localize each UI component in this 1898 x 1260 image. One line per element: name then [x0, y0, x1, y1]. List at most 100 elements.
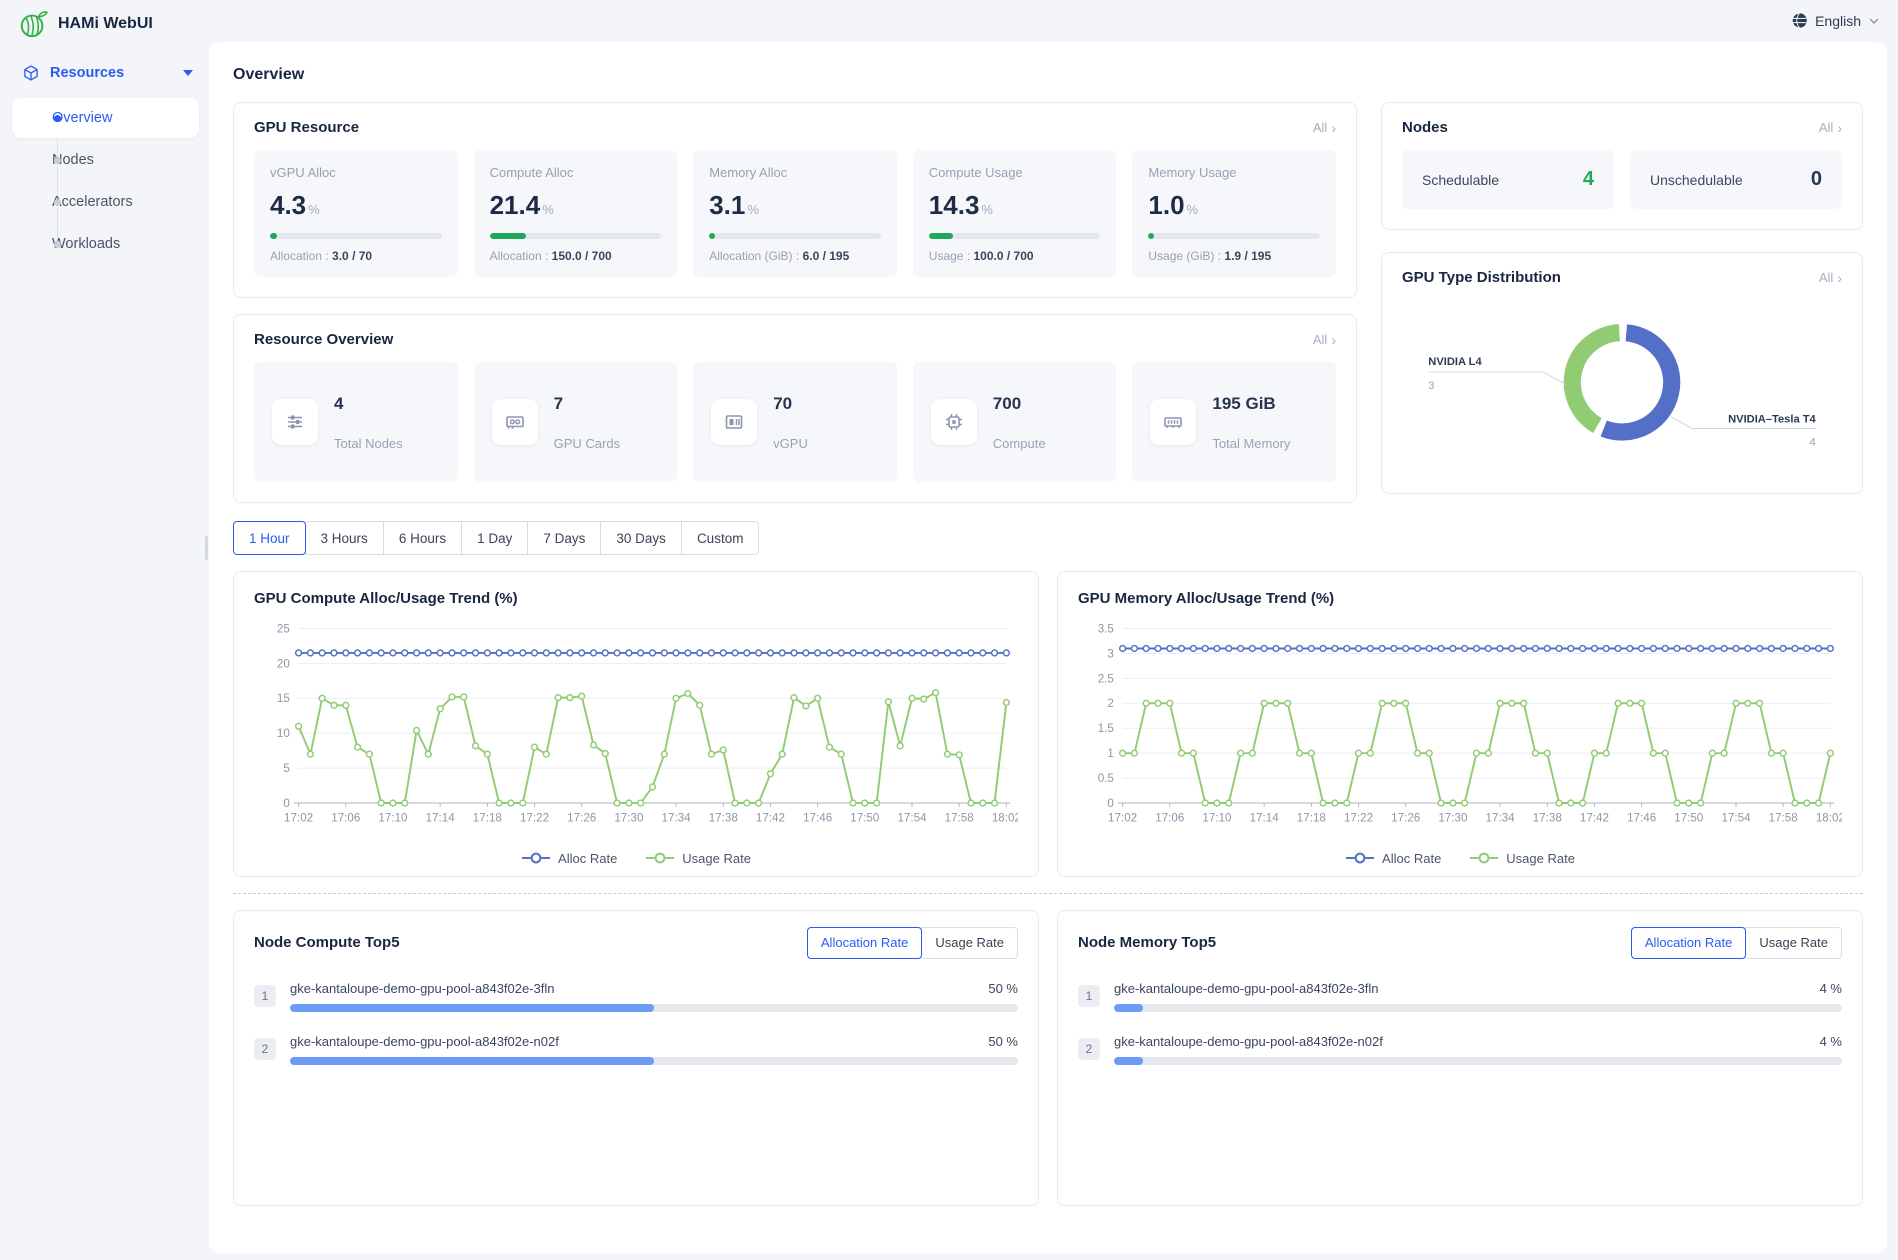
- legend-item-alloc-rate[interactable]: Alloc Rate: [1345, 851, 1441, 866]
- sidebar-item-workloads[interactable]: Workloads: [12, 224, 199, 264]
- node-status-value: 4: [1583, 168, 1594, 191]
- gpu-metric-detail: Allocation : 3.0 / 70: [270, 249, 442, 263]
- gpu-metric-label: Memory Alloc: [709, 165, 881, 180]
- gpu-metric-progress-track: [709, 233, 881, 239]
- nodes-icon: [272, 399, 318, 445]
- resource-overview-all-link[interactable]: All›: [1313, 332, 1336, 347]
- node-status-value: 0: [1811, 168, 1822, 191]
- legend-marker-icon: [1469, 852, 1499, 864]
- gpu-metric-progress-track: [1148, 233, 1320, 239]
- main-panel: Overview GPU Resource All› vGPU Alloc4.3…: [209, 42, 1887, 1253]
- overview-stat-tile: 70vGPU: [693, 362, 897, 482]
- time-tab-30-days[interactable]: 30 Days: [600, 521, 682, 555]
- sidebar-item-nodes[interactable]: Nodes: [12, 140, 199, 180]
- section-divider: [233, 893, 1863, 894]
- svg-text:17:34: 17:34: [662, 811, 692, 824]
- svg-text:17:38: 17:38: [1533, 811, 1562, 824]
- svg-text:17:18: 17:18: [1297, 811, 1326, 824]
- legend-label: Alloc Rate: [558, 851, 617, 866]
- memory-trend-title: GPU Memory Alloc/Usage Trend (%): [1078, 590, 1842, 607]
- gpu-metric-progress-track: [270, 233, 442, 239]
- memory-trend-card: GPU Memory Alloc/Usage Trend (%) 00.511.…: [1057, 571, 1863, 877]
- time-tab-custom[interactable]: Custom: [681, 521, 760, 555]
- legend-marker-icon: [645, 852, 675, 864]
- toggle-allocation-rate[interactable]: Allocation Rate: [1631, 927, 1746, 959]
- gpu-metric-unit: %: [1187, 202, 1199, 217]
- rank-badge: 2: [1078, 1038, 1100, 1060]
- svg-text:NVIDIA L4: NVIDIA L4: [1428, 356, 1482, 368]
- svg-text:17:54: 17:54: [1721, 811, 1751, 824]
- sidebar-item-label: Overview: [52, 110, 112, 126]
- globe-icon: [1791, 12, 1808, 29]
- memory-icon: [1150, 399, 1196, 445]
- gpu-resource-all-link[interactable]: All›: [1313, 120, 1336, 135]
- resource-overview-card: Resource Overview All› 4Total Nodes7GPU …: [233, 314, 1357, 503]
- legend-item-usage-rate[interactable]: Usage Rate: [1469, 851, 1575, 866]
- gpu-metric-unit: %: [542, 202, 554, 217]
- gpu-metric-label: Memory Usage: [1148, 165, 1320, 180]
- memory-trend-chart: 00.511.522.533.517:0217:0617:1017:1417:1…: [1078, 613, 1842, 844]
- sidebar-item-accelerators[interactable]: Accelerators: [12, 182, 199, 222]
- sidebar-item-overview[interactable]: Overview: [12, 98, 199, 138]
- node-status-label: Unschedulable: [1650, 172, 1743, 188]
- overview-stat-tile: 700Compute: [913, 362, 1117, 482]
- nodes-all-link[interactable]: All›: [1819, 120, 1842, 135]
- svg-text:17:42: 17:42: [1580, 811, 1609, 824]
- gpu-metric-label: Compute Alloc: [490, 165, 662, 180]
- toggle-usage-rate[interactable]: Usage Rate: [1745, 927, 1842, 959]
- legend-item-alloc-rate[interactable]: Alloc Rate: [521, 851, 617, 866]
- overview-stat-tile: 7GPU Cards: [474, 362, 678, 482]
- gpu-metric-detail: Usage (GiB) : 1.9 / 195: [1148, 249, 1320, 263]
- language-switcher[interactable]: English: [1791, 12, 1880, 29]
- gpu-card-icon: [492, 399, 538, 445]
- svg-text:17:14: 17:14: [426, 811, 456, 824]
- node-progress-track: [290, 1057, 1018, 1065]
- gpu-resource-card: GPU Resource All› vGPU Alloc4.3%Allocati…: [233, 102, 1357, 298]
- toggle-allocation-rate[interactable]: Allocation Rate: [807, 927, 922, 959]
- time-tab-6-hours[interactable]: 6 Hours: [383, 521, 462, 555]
- time-tab-3-hours[interactable]: 3 Hours: [305, 521, 384, 555]
- gpu-metric-progress-fill: [1148, 233, 1153, 239]
- gpu-metric-value: 21.4%: [490, 190, 662, 221]
- node-progress-track: [1114, 1004, 1842, 1012]
- svg-text:17:22: 17:22: [1344, 811, 1373, 824]
- gpu-metric-progress-fill: [490, 233, 527, 239]
- app-title: HAMi WebUI: [58, 15, 153, 33]
- svg-text:3: 3: [1107, 647, 1113, 660]
- node-percent: 50 %: [988, 981, 1018, 996]
- rank-badge: 1: [1078, 985, 1100, 1007]
- svg-text:17:30: 17:30: [614, 811, 644, 824]
- nodes-title: Nodes: [1402, 119, 1448, 136]
- svg-text:20: 20: [277, 657, 290, 670]
- node-memory-top5-title: Node Memory Top5: [1078, 934, 1216, 951]
- vgpu-icon: [711, 399, 757, 445]
- nodes-card: Nodes All› Schedulable4Unschedulable0: [1381, 102, 1863, 230]
- gpu-metric-tile: vGPU Alloc4.3%Allocation : 3.0 / 70: [254, 150, 458, 277]
- gpu-metric-value: 1.0%: [1148, 190, 1320, 221]
- rank-badge: 2: [254, 1038, 276, 1060]
- svg-text:17:26: 17:26: [567, 811, 596, 824]
- gpu-type-distribution-card: GPU Type Distribution All› NVIDIA L43NVI…: [1381, 252, 1863, 494]
- node-name: gke-kantaloupe-demo-gpu-pool-a843f02e-3f…: [1114, 981, 1379, 996]
- rank-badge: 1: [254, 985, 276, 1007]
- time-tab-7-days[interactable]: 7 Days: [527, 521, 601, 555]
- compute-trend-chart: 051015202517:0217:0617:1017:1417:1817:22…: [254, 613, 1018, 844]
- gpu-type-all-link[interactable]: All›: [1819, 270, 1842, 285]
- gpu-type-distribution-title: GPU Type Distribution: [1402, 269, 1561, 286]
- overview-stat-tile: 195 GiBTotal Memory: [1132, 362, 1336, 482]
- sidebar-resize-handle[interactable]: [205, 536, 208, 560]
- toggle-usage-rate[interactable]: Usage Rate: [921, 927, 1018, 959]
- rate-toggle: Allocation RateUsage Rate: [1631, 927, 1842, 959]
- svg-text:17:02: 17:02: [1108, 811, 1137, 824]
- sidebar-section-resources[interactable]: Resources: [0, 56, 209, 96]
- legend-item-usage-rate[interactable]: Usage Rate: [645, 851, 751, 866]
- time-tab-1-hour[interactable]: 1 Hour: [233, 521, 306, 555]
- time-tab-1-day[interactable]: 1 Day: [461, 521, 528, 555]
- svg-text:18:02: 18:02: [1816, 811, 1842, 824]
- svg-text:2: 2: [1107, 697, 1113, 710]
- gpu-metric-label: vGPU Alloc: [270, 165, 442, 180]
- resource-overview-title: Resource Overview: [254, 331, 393, 348]
- overview-stat-value: 4: [334, 394, 403, 414]
- sidebar: Resources Overview NodesAcceleratorsWorkl…: [0, 56, 209, 266]
- memory-chart-legend: Alloc Rate Usage Rate: [1078, 851, 1842, 866]
